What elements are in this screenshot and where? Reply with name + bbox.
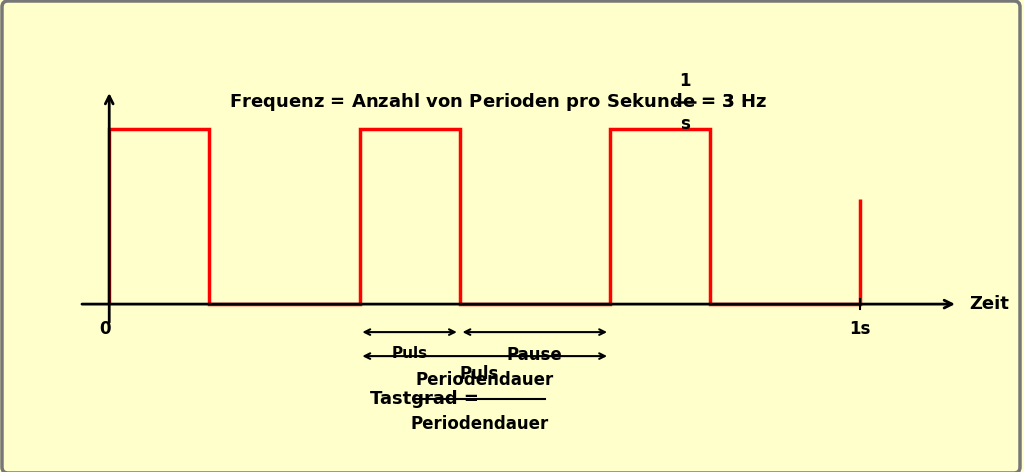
Text: Zeit: Zeit <box>969 295 1009 313</box>
Text: = 3 Hz: = 3 Hz <box>701 93 766 111</box>
Text: 0: 0 <box>99 320 112 338</box>
Text: Frequenz = Anzahl von Perioden pro Sekunde = 3 $\cdot$: Frequenz = Anzahl von Perioden pro Sekun… <box>229 92 746 113</box>
Text: s: s <box>680 115 690 133</box>
Text: Pause: Pause <box>507 346 562 364</box>
Text: Puls: Puls <box>391 346 428 361</box>
Text: Tastgrad =: Tastgrad = <box>370 390 484 408</box>
Text: 1: 1 <box>680 72 691 90</box>
Text: Periodendauer: Periodendauer <box>411 415 549 433</box>
Text: 1s: 1s <box>850 320 870 338</box>
Text: Periodendauer: Periodendauer <box>416 371 554 389</box>
Text: Puls: Puls <box>460 365 500 383</box>
